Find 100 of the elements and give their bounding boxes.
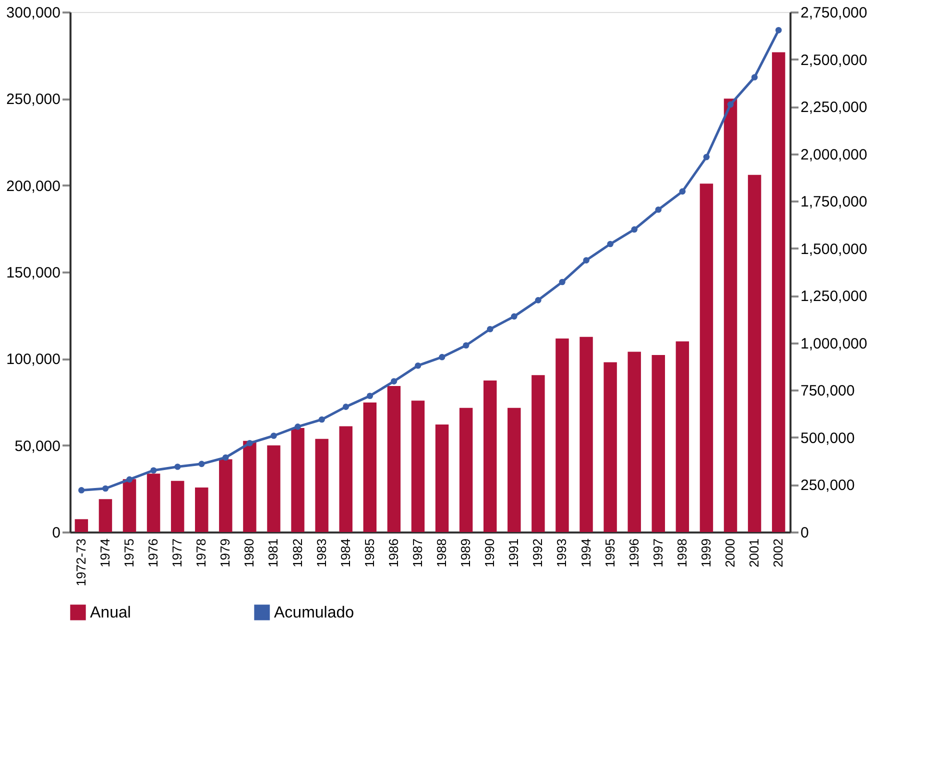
- point: [727, 101, 734, 108]
- point: [583, 257, 590, 264]
- point: [703, 154, 710, 160]
- y-tick-label: 250,000: [6, 91, 60, 108]
- bar: [676, 341, 690, 532]
- point: [655, 206, 662, 213]
- x-tick-label: 1989: [458, 538, 474, 568]
- bar: [532, 375, 545, 532]
- x-tick-label: 1988: [434, 538, 450, 568]
- x-tick-label: 2000: [722, 538, 738, 568]
- x-tick-label: 1985: [362, 538, 377, 568]
- point: [342, 404, 350, 410]
- point: [222, 454, 229, 461]
- x-tick-label: 1975: [122, 538, 136, 568]
- x-tick-label: 1987: [410, 538, 425, 568]
- bar: [387, 386, 401, 532]
- y2-tick-label: 1,500,000: [800, 240, 868, 258]
- legend-label: Acumulado: [274, 604, 354, 622]
- point: [414, 362, 422, 369]
- x-tick-label: 1999: [698, 538, 714, 568]
- bar: [435, 424, 449, 532]
- point: [486, 326, 494, 332]
- y2-tick-label: 1,750,000: [800, 194, 868, 211]
- x-tick-label: 1986: [386, 538, 401, 568]
- bar: [652, 355, 665, 532]
- point: [126, 476, 133, 483]
- bar: [363, 402, 377, 532]
- y2-tick-label: 2,000,000: [800, 146, 868, 164]
- x-tick-label: 1990: [482, 538, 498, 568]
- bar: [195, 487, 208, 532]
- point: [294, 424, 301, 430]
- y-tick-label: 50,000: [14, 438, 60, 455]
- x-tick-label: 1982: [290, 538, 305, 568]
- y-tick-label: 200,000: [6, 178, 60, 195]
- bar: [508, 408, 521, 532]
- bar: [74, 519, 88, 532]
- point: [535, 297, 542, 304]
- bar: [146, 474, 160, 532]
- point: [510, 313, 518, 320]
- legend-label: Anual: [90, 604, 131, 622]
- y2-tick-label: 500,000: [800, 430, 855, 447]
- point: [102, 485, 109, 492]
- point: [366, 392, 374, 400]
- y2-tick-label: 750,000: [800, 382, 855, 400]
- bar: [411, 400, 425, 532]
- x-tick-label: 1974: [97, 538, 112, 568]
- bar: [219, 459, 232, 532]
- bar: [339, 426, 352, 532]
- point: [751, 74, 758, 80]
- x-tick-label: 1997: [650, 538, 666, 568]
- bar: [748, 174, 762, 532]
- bar: [267, 445, 280, 532]
- point: [438, 354, 446, 360]
- x-tick-label: 2002: [770, 538, 786, 568]
- point: [559, 278, 566, 286]
- bar: [772, 52, 786, 532]
- point: [607, 240, 614, 248]
- y2-tick-label: 1,000,000: [800, 335, 868, 352]
- y-tick-label: 150,000: [6, 264, 60, 282]
- y2-tick-label: 2,250,000: [800, 99, 868, 116]
- bar: [243, 440, 256, 532]
- bar: [315, 438, 328, 532]
- bar: [122, 479, 136, 532]
- point: [390, 378, 398, 384]
- x-tick-label: 1994: [578, 538, 594, 568]
- x-tick-label: 1995: [602, 538, 618, 568]
- x-tick-label: 2001: [746, 538, 762, 568]
- point: [318, 416, 325, 423]
- x-tick-label: 1977: [170, 538, 185, 568]
- x-tick-label: 1993: [554, 538, 570, 568]
- y2-tick-label: 250,000: [800, 477, 855, 494]
- bar: [580, 336, 593, 532]
- x-tick-label: 1979: [218, 538, 233, 568]
- point: [198, 460, 205, 468]
- point: [150, 467, 157, 474]
- x-tick-label: 1998: [674, 538, 690, 568]
- point: [462, 342, 470, 349]
- point: [174, 464, 181, 470]
- x-tick-label: 1981: [266, 538, 281, 568]
- y2-tick-label: 0: [800, 524, 809, 542]
- bar: [170, 480, 184, 532]
- bar: [700, 184, 714, 532]
- y2-tick-label: 2,750,000: [800, 4, 868, 22]
- bar: [628, 352, 641, 532]
- x-tick-label: 1972-73: [73, 538, 88, 586]
- bar: [291, 428, 304, 532]
- point: [679, 188, 686, 195]
- point: [631, 226, 638, 233]
- x-tick-label: 1980: [242, 538, 257, 568]
- point: [775, 26, 782, 34]
- bar: [483, 380, 497, 532]
- bar: [556, 338, 569, 532]
- point: [270, 432, 277, 439]
- point: [78, 487, 85, 494]
- x-tick-label: 1976: [146, 538, 161, 568]
- x-tick-label: 1991: [506, 538, 522, 568]
- bar: [604, 362, 617, 532]
- bar: [98, 499, 112, 532]
- bar: [459, 408, 473, 532]
- y2-tick-label: 2,500,000: [800, 52, 868, 69]
